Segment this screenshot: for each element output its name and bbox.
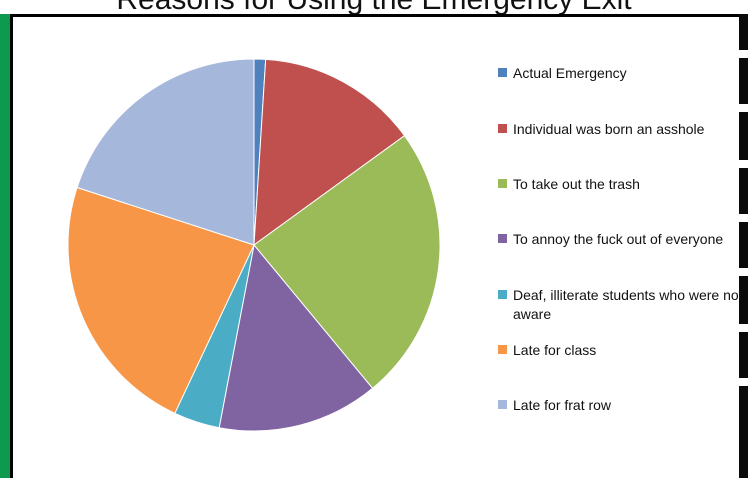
pie-slice-2 xyxy=(253,134,441,390)
chart-legend: Actual Emergency Individual was born an … xyxy=(498,17,748,478)
chart-slide: Actual Emergency Individual was born an … xyxy=(13,17,743,478)
legend-label: Deaf, illiterate students who were not a… xyxy=(513,287,743,322)
legend-swatch-deaf-students xyxy=(498,290,507,299)
legend-item: To annoy the fuck out of everyone xyxy=(498,230,748,249)
legend-item: Late for class xyxy=(498,341,748,360)
legend-label: To annoy the fuck out of everyone xyxy=(513,231,724,247)
legend-swatch-late-for-frat-row xyxy=(498,400,507,409)
pie-slice-1 xyxy=(253,58,406,247)
legend-swatch-actual-emergency xyxy=(498,68,507,77)
pie-slice-6 xyxy=(76,58,255,246)
pie-slice-3 xyxy=(218,243,374,432)
right-edge-strip xyxy=(739,14,748,478)
legend-label: Individual was born an asshole xyxy=(513,121,705,137)
legend-label: Late for class xyxy=(513,342,597,358)
legend-item: Individual was born an asshole xyxy=(498,120,748,139)
legend-label: Actual Emergency xyxy=(513,65,627,81)
legend-item: Actual Emergency xyxy=(498,64,748,83)
legend-swatch-born-asshole xyxy=(498,124,507,133)
legend-label: Late for frat row xyxy=(513,397,612,413)
legend-swatch-late-for-class xyxy=(498,345,507,354)
left-accent-bar xyxy=(0,14,10,478)
slide-title: Reasons for Using the Emergency Exit xyxy=(0,0,748,14)
slide-title-strip: Reasons for Using the Emergency Exit xyxy=(0,0,748,14)
legend-swatch-annoy-everyone xyxy=(498,234,507,243)
pie-slice-5 xyxy=(67,186,255,414)
legend-label: To take out the trash xyxy=(513,176,640,192)
legend-item: To take out the trash xyxy=(498,175,748,194)
legend-item: Deaf, illiterate students who were not a… xyxy=(498,286,748,324)
pie-chart xyxy=(67,58,441,432)
legend-swatch-take-out-trash xyxy=(498,179,507,188)
legend-item: Late for frat row xyxy=(498,396,748,415)
